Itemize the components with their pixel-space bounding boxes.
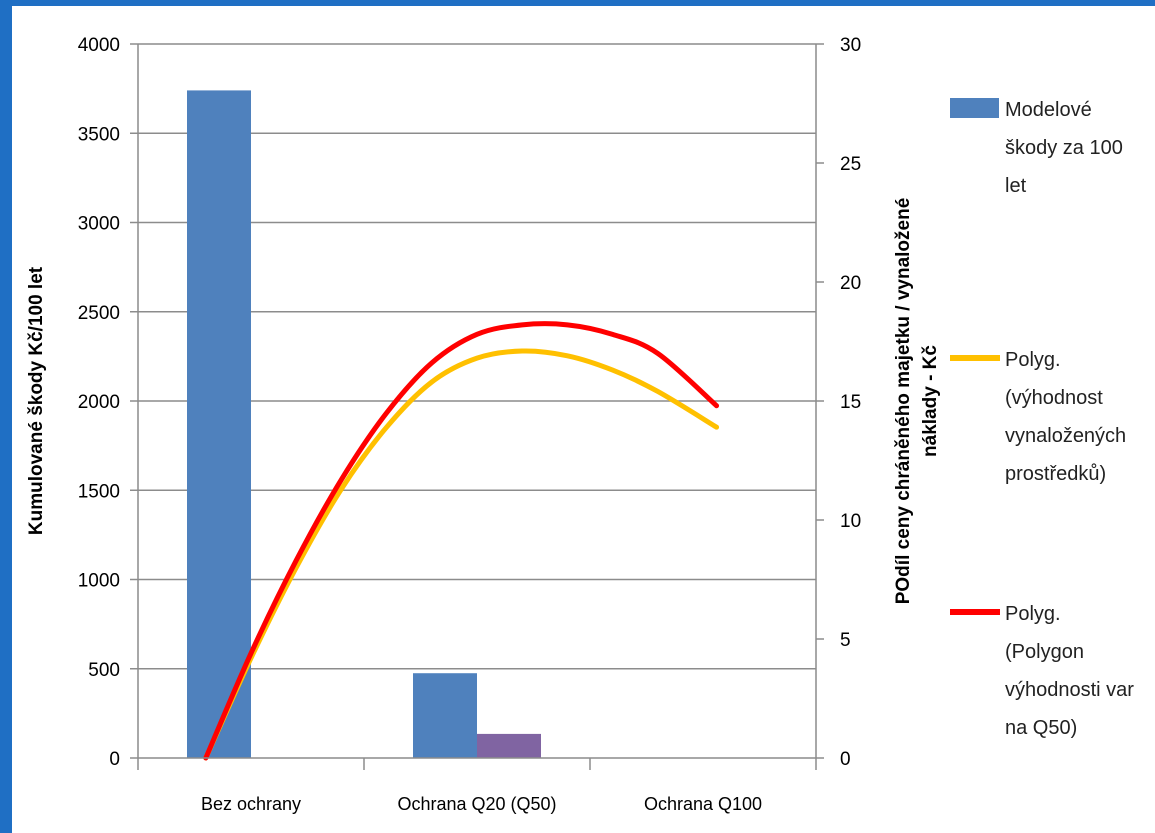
right-axis-tick-label: 30 [840,35,861,56]
axis-titles: Kumulované škody Kč/100 let POdíl ceny ch… [26,198,941,605]
bar [413,673,477,758]
right-axis-tick-label: 0 [840,749,851,770]
left-axis-tick-label: 3000 [78,214,120,235]
left-axis-tick-label: 4000 [78,35,120,56]
category-label: Ochrana Q100 [644,794,762,814]
legend-label: (výhodnost [1005,387,1103,409]
bars [187,90,541,758]
bar [187,90,251,758]
category-label: Ochrana Q20 (Q50) [397,794,556,814]
legend: Modelové škody za 100 let Polyg. (výhodnost v… [950,98,1134,739]
legend-label: škody za 100 [1005,137,1123,159]
legend-label: Polyg. [1005,603,1061,625]
trend-line [203,348,720,761]
right-axis-tick-label: 15 [840,392,861,413]
legend-label: Polyg. [1005,349,1061,371]
left-border [0,0,12,833]
left-axis-tick-label: 500 [88,660,120,681]
legend-marker [950,98,999,118]
right-axis-tick-label: 25 [840,154,861,175]
tick-labels: 0 500 1000 1500 2000 2500 3000 3500 4000 0 5 10 15 20… [78,35,861,814]
left-axis-tick-label: 2500 [78,303,120,324]
legend-label: Modelové [1005,99,1092,121]
category-label: Bez ochrany [201,794,301,814]
legend-label: vynaložených [1005,425,1126,447]
left-axis-tick-label: 0 [109,749,120,770]
legend-label: prostředků) [1005,463,1106,485]
right-axis-tick-label: 10 [840,511,861,532]
left-axis-tick-label: 2000 [78,392,120,413]
axes [130,43,824,770]
right-axis-title-line: POdíl ceny chráněného majetku / vynalože… [893,198,914,605]
left-axis-title: Kumulované škody Kč/100 let [26,266,47,535]
right-axis-tick-label: 5 [840,630,851,651]
legend-label: výhodnosti var [1005,679,1134,701]
trend-line [203,321,720,761]
legend-label: (Polygon [1005,641,1084,663]
bar [477,733,541,758]
trend-lines [203,321,720,761]
left-axis-tick-label: 1000 [78,571,120,592]
left-axis-tick-label: 1500 [78,481,120,502]
right-axis-title: POdíl ceny chráněného majetku / vynalože… [893,198,941,605]
right-axis-tick-label: 20 [840,273,861,294]
right-axis-title-line: náklady - Kč [920,345,941,457]
left-axis-tick-label: 3500 [78,124,120,145]
legend-label: na Q50) [1005,717,1077,739]
legend-label: let [1005,175,1027,197]
top-border [0,0,1155,6]
